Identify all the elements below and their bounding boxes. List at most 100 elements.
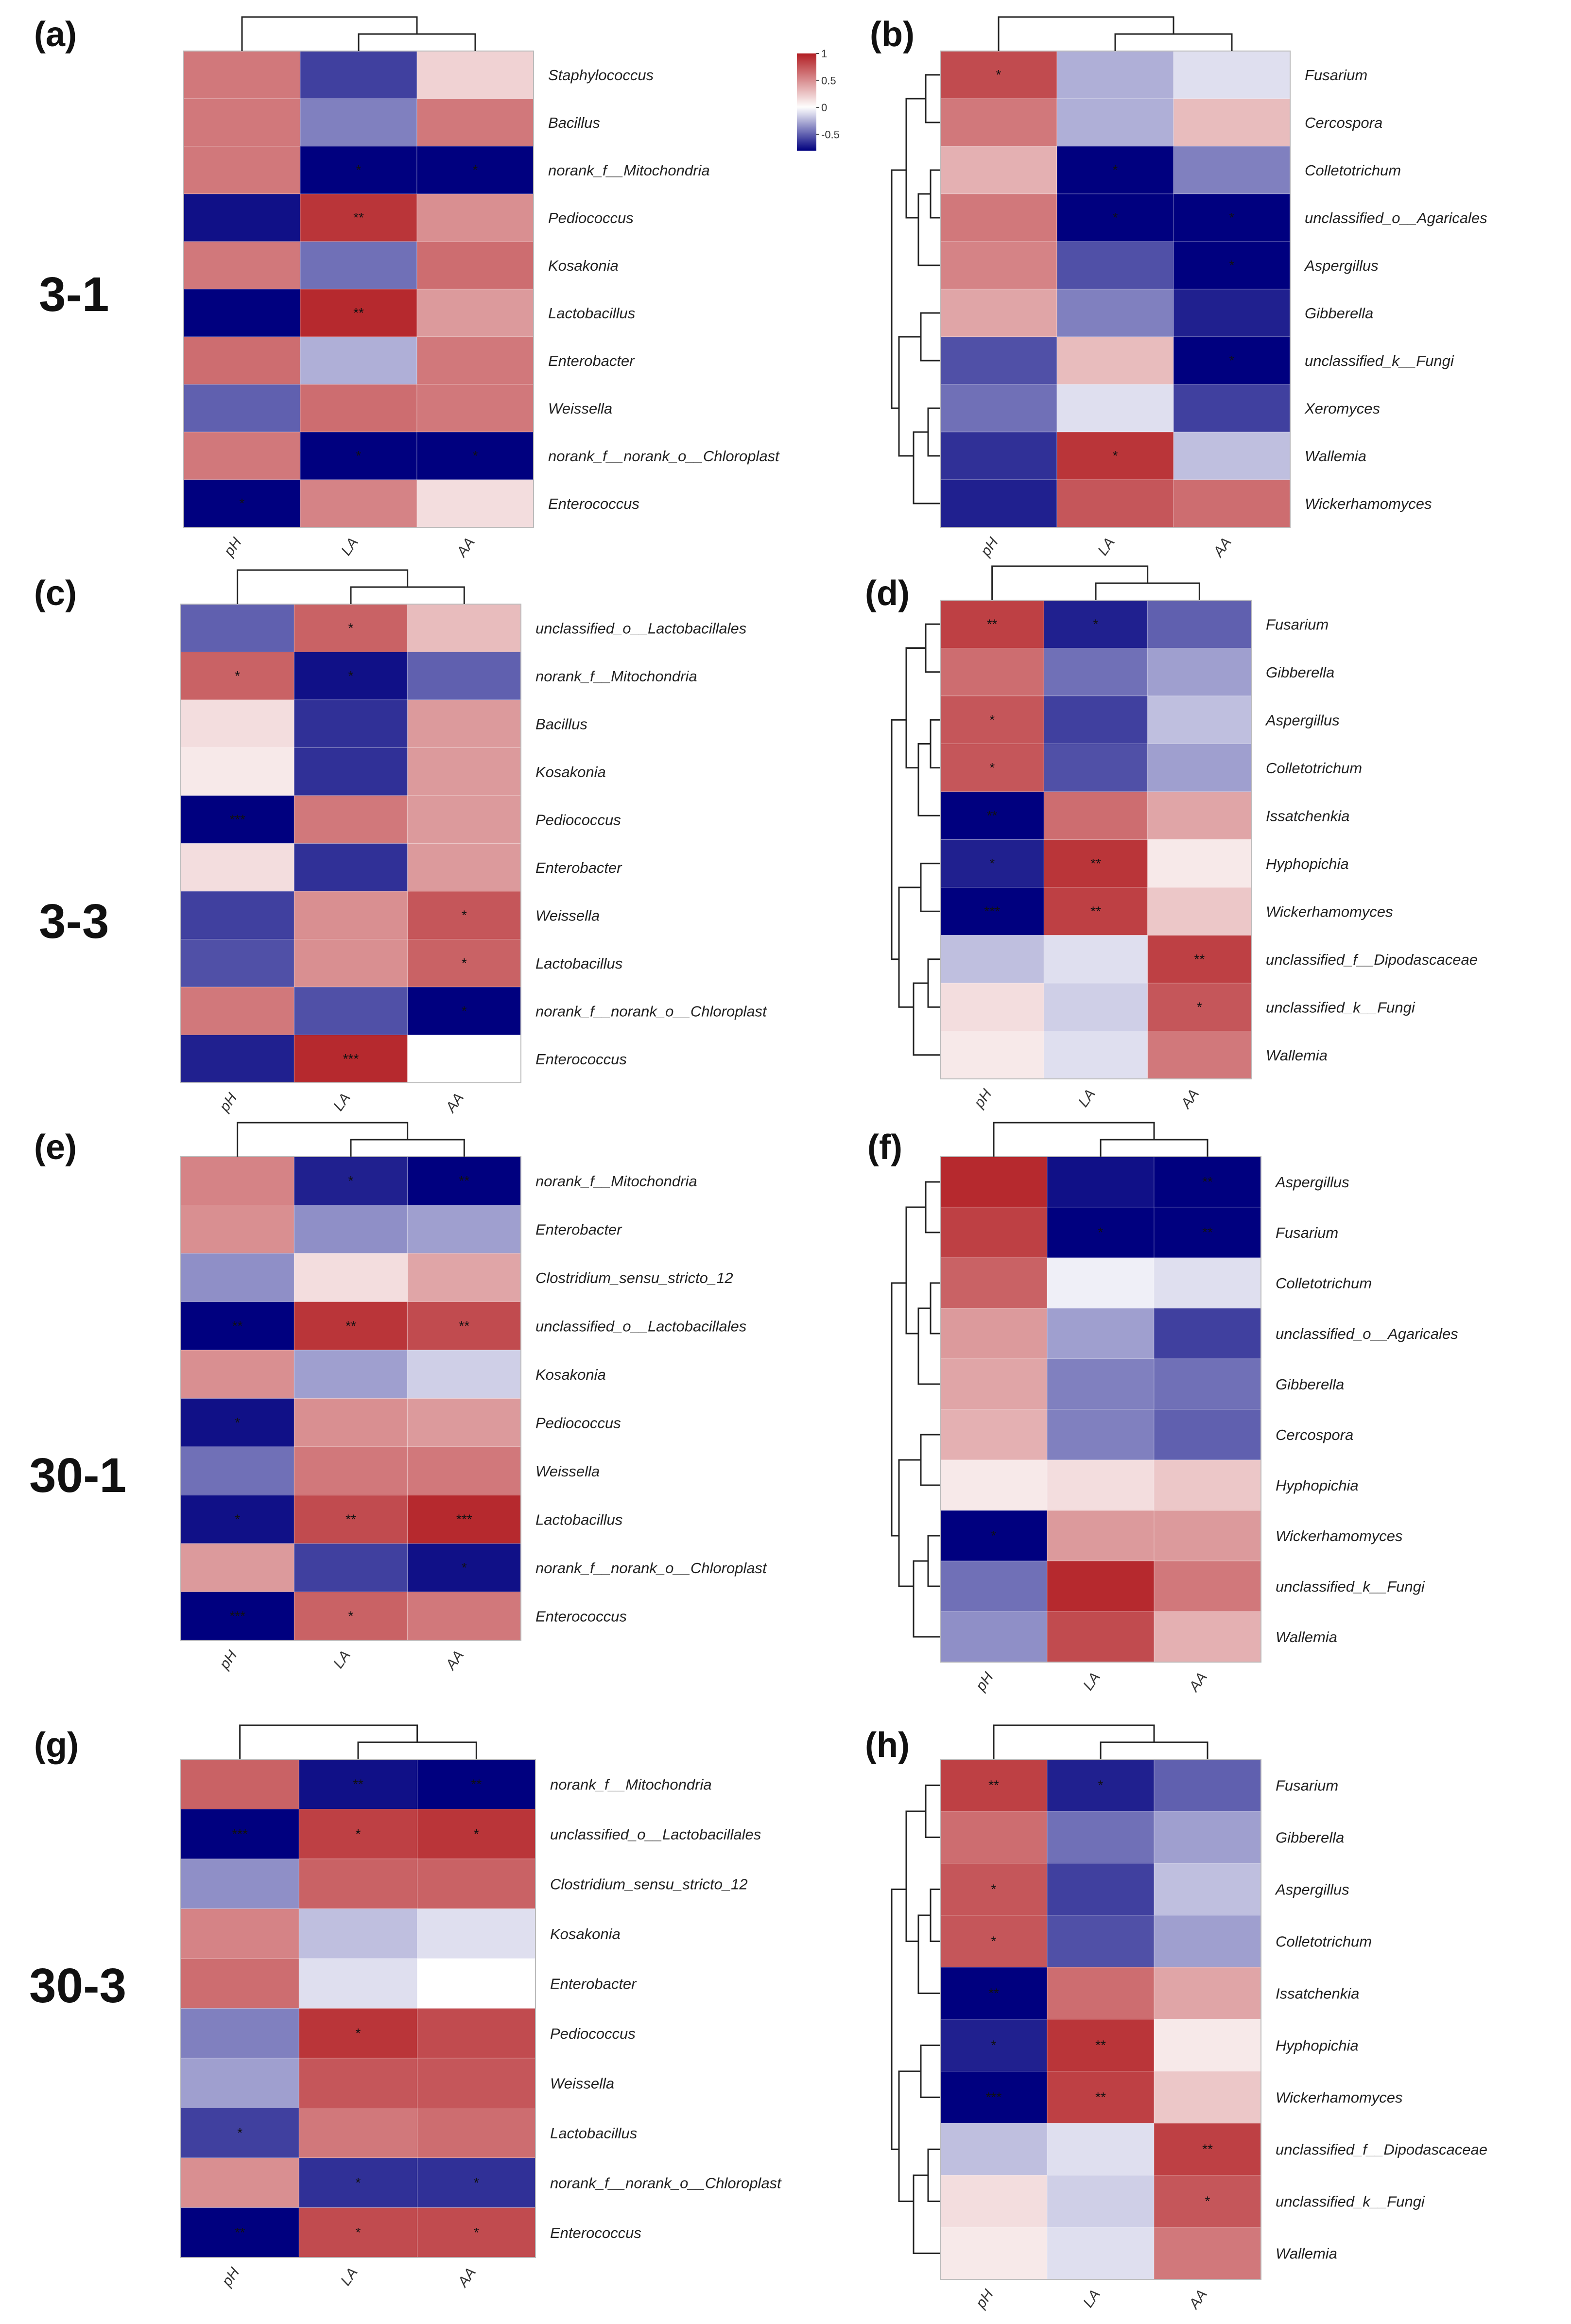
significance-mark: ** xyxy=(1095,2038,1106,2053)
row-label-30-3: 30-3 xyxy=(29,1959,126,2013)
heatmap-cell xyxy=(180,1205,294,1254)
taxon-label: Fusarium xyxy=(1276,1777,1338,1794)
significance-mark: * xyxy=(991,1882,997,1897)
colorbar-tick-label: 1 xyxy=(821,48,827,60)
significance-mark: ** xyxy=(1090,903,1101,919)
taxon-label: Enterococcus xyxy=(550,2224,641,2241)
heatmap-cell xyxy=(1154,1308,1261,1359)
taxon-label: unclassified_o__Lactobacillales xyxy=(535,620,746,637)
heatmap-cell xyxy=(298,2108,418,2158)
heatmap-cell xyxy=(183,146,301,194)
taxon-label: Enterococcus xyxy=(548,495,639,512)
heatmap-cell xyxy=(1147,695,1252,744)
significance-mark: * xyxy=(237,2125,242,2140)
heatmap-cell xyxy=(180,1495,294,1544)
heatmap-cell xyxy=(940,2227,1048,2280)
heatmap-cell xyxy=(417,1759,536,1809)
significance-mark: * xyxy=(991,1528,997,1543)
heatmap-cell xyxy=(1056,241,1174,290)
taxon-label: Gibberella xyxy=(1276,1376,1344,1393)
heatmap-cell xyxy=(940,983,1044,1031)
heatmap-cell xyxy=(1043,887,1148,936)
heatmap-cell xyxy=(940,1759,1048,1812)
significance-mark: *** xyxy=(456,1511,472,1526)
taxon-label: Kosakonia xyxy=(535,1366,606,1383)
heatmap-cell xyxy=(1173,51,1291,99)
heatmap-cell xyxy=(940,1611,1048,1663)
significance-mark: * xyxy=(1197,999,1202,1014)
heatmap-cell xyxy=(298,1759,418,1809)
column-dendrogram xyxy=(993,1122,1208,1157)
heatmap-cell xyxy=(183,193,301,242)
heatmap-cell xyxy=(183,432,301,480)
significance-mark: ** xyxy=(988,1986,999,2001)
taxon-label: Cercospora xyxy=(1305,114,1382,131)
significance-mark: * xyxy=(474,1826,479,1841)
heatmap-cell xyxy=(300,336,417,385)
heatmap-cell xyxy=(1154,1863,1261,1916)
panel-label: (b) xyxy=(870,15,915,54)
heatmap-cell xyxy=(417,2157,536,2208)
heatmap-panel-e: (e)* **** ** **** ** ******* *norank_f__Mitoch… xyxy=(34,1122,767,1673)
heatmap-cell xyxy=(940,744,1044,792)
taxon-label: Wallemia xyxy=(1266,1047,1328,1064)
taxon-label: Wickerhamomyces xyxy=(1266,903,1393,920)
heatmap-cell xyxy=(407,1495,521,1544)
significance-mark: * xyxy=(473,448,478,463)
heatmap-cell xyxy=(407,652,521,700)
heatmap-cell xyxy=(940,1811,1048,1864)
taxon-label: Hyphopichia xyxy=(1276,1477,1359,1494)
heatmap-cell xyxy=(293,699,408,748)
heatmap-cell xyxy=(1154,2019,1261,2072)
taxon-label: unclassified_o__Agaricales xyxy=(1276,1325,1458,1342)
heatmap-cell xyxy=(416,479,534,528)
heatmap-cell xyxy=(1047,1561,1155,1612)
heatmap-cell xyxy=(416,336,534,385)
heatmap-cell xyxy=(300,384,417,433)
significance-mark: * xyxy=(356,2175,361,2190)
row-label-30-1: 30-1 xyxy=(29,1448,126,1503)
heatmap-cell xyxy=(300,241,417,290)
heatmap-cell xyxy=(300,193,417,242)
taxon-label: norank_f__Mitochondria xyxy=(535,668,697,685)
heatmap-cell xyxy=(180,795,294,844)
heatmap-cell xyxy=(1047,1510,1155,1561)
heatmap-cell xyxy=(940,2019,1048,2072)
taxon-label: Enterobacter xyxy=(535,1221,622,1238)
significance-mark: * xyxy=(1093,616,1099,631)
column-dendrogram xyxy=(239,1724,477,1759)
heatmap-panel-g: (g)** ***** * **** *** * *norank_f__Mitochondr… xyxy=(34,1724,782,2290)
heatmap-cell xyxy=(407,604,521,652)
heatmap-cell xyxy=(1154,2123,1261,2176)
heatmap-cell xyxy=(180,1543,294,1592)
heatmap-cell xyxy=(1147,744,1252,792)
heatmap-cell xyxy=(298,1908,418,1959)
heatmap-cell xyxy=(1043,983,1148,1031)
heatmap-cell xyxy=(293,604,408,652)
taxon-label: Weissella xyxy=(550,2075,614,2092)
row-label-3-3: 3-3 xyxy=(39,894,109,949)
heatmap-cell xyxy=(1056,289,1174,337)
heatmap-cell xyxy=(1047,1207,1155,1258)
significance-mark: *** xyxy=(986,2090,1002,2105)
heatmap-cell xyxy=(407,1035,521,1083)
taxon-label: Staphylococcus xyxy=(548,67,654,84)
heatmap-cell xyxy=(1047,1759,1155,1812)
heatmap-cell xyxy=(180,699,294,748)
column-dendrogram xyxy=(237,569,465,604)
heatmap-cell xyxy=(940,1031,1044,1079)
heatmap-cell xyxy=(416,432,534,480)
taxon-label: Colletotrichum xyxy=(1276,1275,1372,1292)
significance-mark: * xyxy=(473,162,478,177)
heatmap-cell xyxy=(1047,1358,1155,1410)
heatmap-cell xyxy=(1154,1358,1261,1410)
heatmap-cell xyxy=(293,1035,408,1083)
taxon-label: Kosakonia xyxy=(550,1925,621,1942)
heatmap-panel-d: (d)** ****** ***** *****FusariumGibberellaA… xyxy=(865,565,1478,1112)
heatmap-cell xyxy=(940,695,1044,744)
significance-mark: ** xyxy=(1202,1174,1213,1189)
taxon-label: unclassified_f__Dipodascaceae xyxy=(1276,2141,1487,2158)
heatmap-cell xyxy=(293,1398,408,1447)
heatmap-cell xyxy=(180,1446,294,1495)
taxon-label: unclassified_o__Lactobacillales xyxy=(550,1826,761,1843)
